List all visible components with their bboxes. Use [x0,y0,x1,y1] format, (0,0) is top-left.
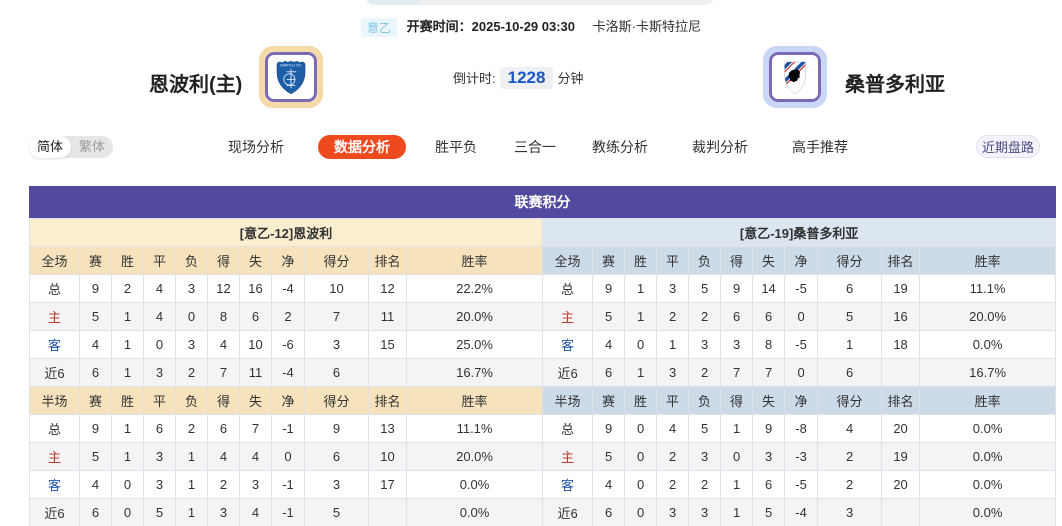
svg-text:EMPOLI FC: EMPOLI FC [280,64,302,68]
